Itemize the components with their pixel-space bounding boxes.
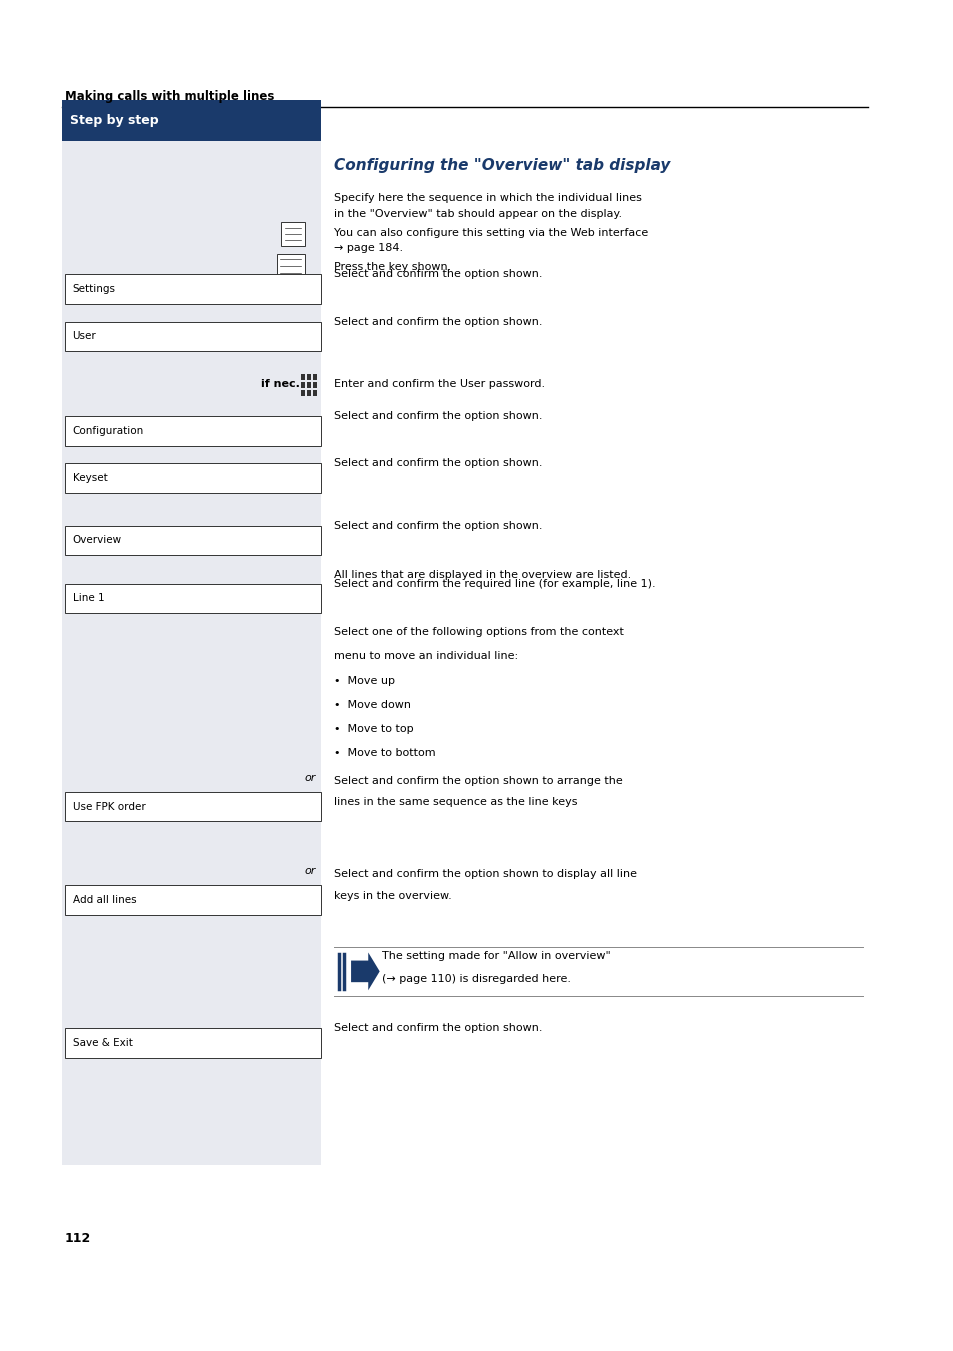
Text: Configuration: Configuration bbox=[72, 426, 144, 436]
Text: Select and confirm the option shown.: Select and confirm the option shown. bbox=[334, 1023, 542, 1034]
Text: Select and confirm the option shown.: Select and confirm the option shown. bbox=[334, 520, 542, 531]
Bar bbox=[307, 374, 311, 380]
Bar bbox=[313, 382, 316, 388]
Text: Select and confirm the required line (for example, line 1).: Select and confirm the required line (fo… bbox=[334, 578, 655, 589]
Text: •  Move to bottom: • Move to bottom bbox=[334, 748, 436, 758]
Bar bbox=[62, 128, 320, 1165]
Bar bbox=[313, 374, 316, 380]
Bar bbox=[301, 382, 305, 388]
Text: menu to move an individual line:: menu to move an individual line: bbox=[334, 651, 517, 661]
Bar bbox=[313, 390, 316, 396]
Text: 112: 112 bbox=[65, 1232, 91, 1246]
Bar bbox=[65, 792, 320, 821]
Text: Select and confirm the option shown.: Select and confirm the option shown. bbox=[334, 458, 542, 469]
Text: Select and confirm the option shown.: Select and confirm the option shown. bbox=[334, 316, 542, 327]
Text: Configuring the "Overview" tab display: Configuring the "Overview" tab display bbox=[334, 158, 670, 173]
Text: Line 1: Line 1 bbox=[72, 593, 104, 604]
Text: or: or bbox=[304, 773, 315, 784]
Bar bbox=[65, 322, 320, 351]
Text: User: User bbox=[72, 331, 96, 342]
Bar bbox=[301, 390, 305, 396]
Text: Save & Exit: Save & Exit bbox=[72, 1038, 132, 1048]
Text: Enter and confirm the User password.: Enter and confirm the User password. bbox=[334, 378, 544, 389]
Text: keys in the overview.: keys in the overview. bbox=[334, 890, 451, 901]
Text: •  Move down: • Move down bbox=[334, 700, 411, 709]
Bar bbox=[301, 374, 305, 380]
Text: Overview: Overview bbox=[72, 535, 121, 546]
Bar bbox=[65, 526, 320, 555]
Text: Press the key shown.: Press the key shown. bbox=[334, 262, 451, 272]
Bar bbox=[281, 222, 305, 246]
Text: (→ page 110) is disregarded here.: (→ page 110) is disregarded here. bbox=[381, 974, 570, 984]
Bar bbox=[307, 382, 311, 388]
Polygon shape bbox=[351, 952, 379, 990]
Text: Select and confirm the option shown to arrange the: Select and confirm the option shown to a… bbox=[334, 775, 622, 786]
Text: Keyset: Keyset bbox=[72, 473, 107, 484]
Text: Settings: Settings bbox=[72, 284, 115, 295]
Text: •  Move to top: • Move to top bbox=[334, 724, 413, 734]
Text: or: or bbox=[304, 866, 315, 877]
Text: → page 184.: → page 184. bbox=[334, 243, 402, 253]
Text: Add all lines: Add all lines bbox=[72, 894, 136, 905]
Text: if nec.: if nec. bbox=[260, 378, 299, 389]
Text: All lines that are displayed in the overview are listed.: All lines that are displayed in the over… bbox=[334, 570, 631, 580]
Bar bbox=[65, 463, 320, 493]
Text: Select one of the following options from the context: Select one of the following options from… bbox=[334, 627, 623, 636]
Text: Use FPK order: Use FPK order bbox=[72, 801, 145, 812]
Bar bbox=[65, 274, 320, 304]
Text: •  Move up: • Move up bbox=[334, 676, 395, 685]
Text: Select and confirm the option shown.: Select and confirm the option shown. bbox=[334, 269, 542, 280]
Bar bbox=[65, 1028, 320, 1058]
Text: in the "Overview" tab should appear on the display.: in the "Overview" tab should appear on t… bbox=[334, 209, 621, 219]
Text: You can also configure this setting via the Web interface: You can also configure this setting via … bbox=[334, 228, 647, 238]
Bar bbox=[276, 254, 305, 278]
Bar bbox=[62, 100, 320, 141]
Text: Select and confirm the option shown.: Select and confirm the option shown. bbox=[334, 411, 542, 422]
Bar bbox=[307, 390, 311, 396]
Text: Select and confirm the option shown to display all line: Select and confirm the option shown to d… bbox=[334, 869, 637, 880]
Bar bbox=[65, 584, 320, 613]
Text: Specify here the sequence in which the individual lines: Specify here the sequence in which the i… bbox=[334, 193, 641, 203]
Text: Making calls with multiple lines: Making calls with multiple lines bbox=[65, 89, 274, 103]
Bar bbox=[65, 416, 320, 446]
Text: lines in the same sequence as the line keys: lines in the same sequence as the line k… bbox=[334, 797, 577, 808]
Text: The setting made for "Allow in overview": The setting made for "Allow in overview" bbox=[381, 951, 610, 961]
Text: Step by step: Step by step bbox=[70, 113, 158, 127]
Bar bbox=[65, 885, 320, 915]
